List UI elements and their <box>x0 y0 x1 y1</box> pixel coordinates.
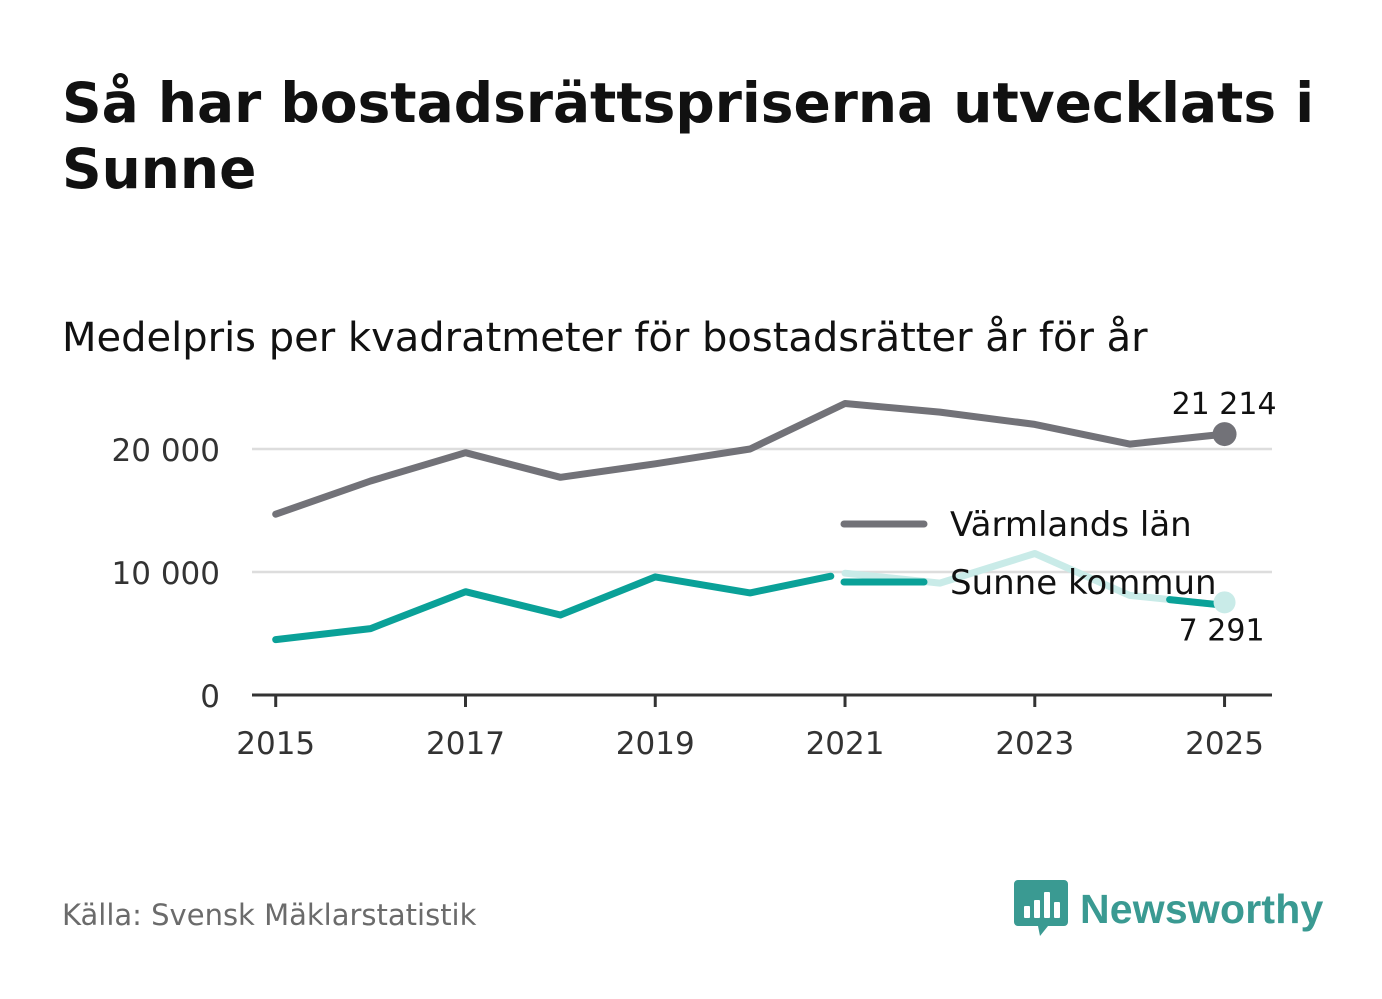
legend-label-sunne-kommun: Sunne kommun <box>950 563 1217 603</box>
line-chart: 0 10 000 20 000 2015 2017 2019 2021 2023 2025 Vär… <box>112 387 1277 762</box>
brand-logo: Newsworthy <box>1012 878 1324 940</box>
x-tick-label: 2019 <box>616 726 695 762</box>
y-tick-label: 10 000 <box>112 556 220 592</box>
x-tick-label: 2015 <box>236 726 315 762</box>
x-tick-label: 2023 <box>995 726 1074 762</box>
end-marker-sunne-kommun <box>1213 591 1236 614</box>
legend-label-varmlands-lan: Värmlands län <box>950 505 1192 545</box>
series-line-sunne-kommun <box>272 572 835 644</box>
source-note: Källa: Svensk Mäklarstatistik <box>62 898 477 932</box>
x-tick-label: 2021 <box>806 726 885 762</box>
end-marker-varmlands-lan <box>1212 422 1237 447</box>
chart-subtitle: Medelpris per kvadratmeter för bostadsrä… <box>62 315 1148 361</box>
x-tick-label: 2025 <box>1185 726 1264 762</box>
end-label-sunne-kommun: 7 291 <box>1179 613 1265 648</box>
y-tick-label: 0 <box>200 679 220 715</box>
chart-title: Så har bostadsrättspriserna utvecklats i… <box>62 71 1315 201</box>
x-tick-label: 2017 <box>426 726 505 762</box>
newsworthy-icon <box>1014 880 1068 936</box>
brand-name: Newsworthy <box>1080 885 1324 932</box>
y-tick-label: 20 000 <box>112 433 220 469</box>
end-label-varmlands-lan: 21 214 <box>1172 387 1277 422</box>
series-line-varmlands-lan <box>272 400 1229 518</box>
